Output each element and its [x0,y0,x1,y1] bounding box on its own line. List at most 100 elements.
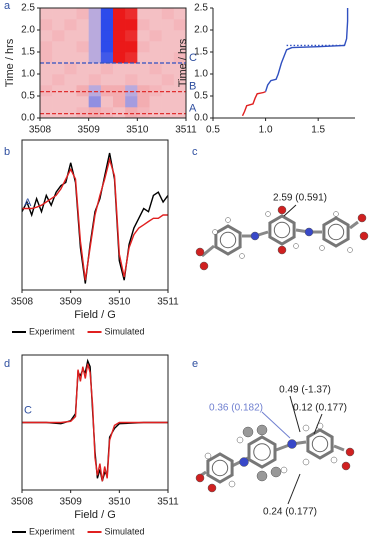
heat-cell [125,96,138,108]
ring-inner [253,443,271,461]
heat-cell [161,96,175,108]
heat-cell [100,107,114,119]
heat-cell [125,8,138,20]
series-line [21,152,169,284]
heat-cell [88,41,102,53]
atom [256,470,268,482]
y-tick-label: 0.0 [194,113,208,124]
y-tick-label: 1.5 [21,47,35,58]
heat-cell [137,63,150,75]
panel-label: e [192,358,198,370]
atom [228,480,236,488]
heat-cell [64,30,77,42]
y-tick-label: 1.0 [21,69,35,80]
legend-label: Simulated [105,326,145,336]
heat-cell [125,52,138,64]
x-axis-label: Field / G [74,509,116,521]
heat-cell [64,85,77,97]
ring-inner [219,231,237,249]
heat-cell [88,30,102,42]
x-tick-label: 3508 [29,125,52,136]
atom [242,426,254,438]
heat-cell [161,63,175,75]
y-axis-label: Time / hrs [4,38,16,87]
panel-label: b [4,146,10,158]
heat-cell [125,19,138,31]
heat-cell [173,19,187,31]
heat-cell [149,63,162,75]
heat-cell [149,85,162,97]
atom [345,447,355,457]
x-tick-label: 3510 [108,497,131,508]
molecules [195,205,369,493]
heat-cell [76,52,89,64]
heat-cell [40,41,53,53]
heat-cell [76,8,89,20]
heat-cell [113,63,126,75]
atom [265,211,271,217]
heat-cell [52,8,65,20]
x-tick-label: 1.5 [311,125,325,136]
heat-cell [52,19,65,31]
ring-inner [327,223,345,241]
series-line [22,358,168,482]
atom [287,439,297,449]
heat-cell [149,30,162,42]
atom [293,243,299,249]
y-tick-label: 1.5 [194,47,208,58]
y-tick-label: 2.5 [21,3,35,14]
heat-cell [161,41,175,53]
heat-cell [173,96,187,108]
heat-cell [88,52,102,64]
heat-cell [149,107,162,119]
heat-cell [88,63,102,75]
y-tick-label: 0.5 [194,91,208,102]
heat-cell [137,96,150,108]
atom [341,461,351,471]
annotation: 0.12 (0.177) [293,403,347,414]
ring-inner [311,435,329,453]
series-line [241,90,266,117]
heat-cell [52,96,65,108]
atom [319,245,325,251]
heat-cell [113,8,126,20]
heat-cell [173,8,187,20]
heat-cell [64,52,77,64]
x-tick-label: 3508 [11,497,34,508]
y-tick-label: 2.0 [21,25,35,36]
arrow [261,411,291,439]
heat-cell [100,52,114,64]
frame [21,139,169,291]
heat-cell [76,30,89,42]
x-tick-label: 3511 [175,125,197,136]
heat-cell [113,30,126,42]
heat-cell [64,41,77,53]
heat-cell [149,41,162,53]
heat-cell [64,19,77,31]
atom [225,217,231,223]
bond [333,444,345,452]
heat-cell [149,19,162,31]
heat-cell [40,19,53,31]
y-tick-label: 0.5 [21,91,35,102]
legend-label: Experiment [29,326,75,336]
heat-cell [100,74,114,86]
ring [322,216,350,248]
series-line [22,363,168,482]
heat-cell [125,107,138,119]
y-tick-label: 0.0 [21,113,35,124]
x-tick-label: 3510 [108,297,131,308]
x-tick-label: 0.5 [206,125,220,136]
heat-cell [100,19,114,31]
heat-cell [88,74,102,86]
atom [302,424,310,432]
atom [277,245,287,255]
heat-cell [76,63,89,75]
atom [270,466,282,478]
ring [247,435,277,469]
heat-cell [40,52,53,64]
heat-cell [137,52,150,64]
heat-cell [125,63,138,75]
heat-cell [100,8,114,20]
heat-cell [40,63,53,75]
